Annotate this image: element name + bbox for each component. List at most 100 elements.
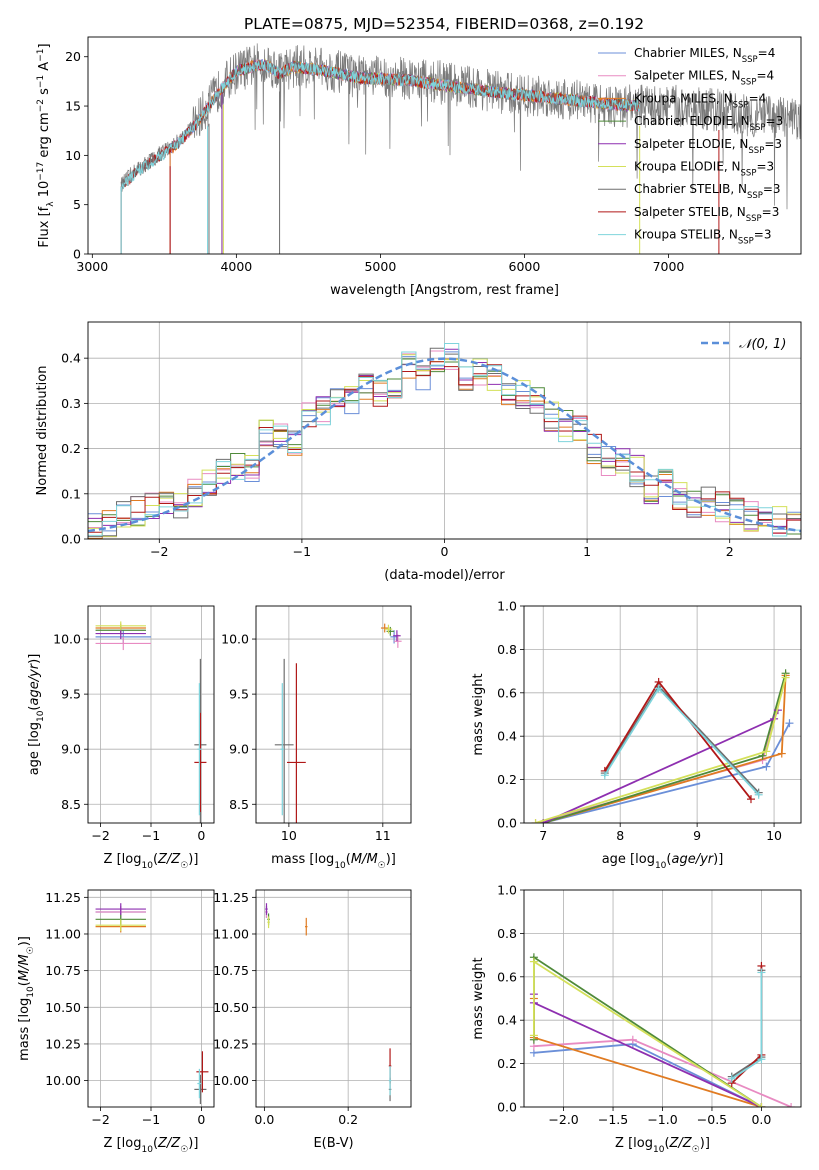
weight-line-chabrier-miles — [533, 1043, 762, 1107]
residual-histograms — [88, 343, 801, 539]
y-axis-label-part: s — [37, 88, 52, 99]
label-part: 10 — [334, 861, 346, 871]
y-axis-label-part: Flux [f — [37, 206, 52, 247]
y-tick-label: 0.0 — [61, 532, 81, 547]
x-tick-label: 7000 — [653, 259, 685, 274]
x-tick-label: 0.0 — [751, 1112, 771, 1127]
panel-spectrum: 3000 4000 5000 6000 7000 0 5 10 15 20 wavelength [… — [36, 36, 802, 298]
legend-nssp: =4 — [758, 46, 776, 60]
y-axis-label-part: 10 — [37, 181, 52, 202]
label-part: )] — [713, 852, 723, 867]
x-tick-label: −1.5 — [598, 1112, 628, 1127]
y-tick-label: 0.0 — [497, 816, 517, 831]
points-mass-vs-Z — [95, 903, 209, 1105]
legend-model-name: Chabrier STELIB, N — [634, 182, 747, 196]
y-tick-label: 10.50 — [213, 1000, 249, 1015]
legend-entry: Chabrier ELODIE, NSSP=3 — [634, 114, 783, 133]
label-part: )] — [700, 1136, 710, 1151]
x-axis-label: wavelength [Angstrom, rest frame] — [330, 283, 559, 298]
x-tick-label: 0 — [441, 544, 449, 559]
y-axis-label: mass [log10(M/M☉)] — [17, 936, 36, 1061]
gaussian-reference-curve — [88, 357, 801, 533]
legend-model-name: Kroupa MILES, N — [634, 91, 733, 105]
legend-subscript: SSP — [746, 214, 762, 224]
legend-nssp: =3 — [763, 182, 781, 196]
y-axis-label-part: −1 — [36, 49, 46, 62]
y-tick-label: 0.6 — [497, 969, 517, 984]
legend-subscript: SSP — [738, 237, 754, 247]
y-tick-label: 0.0 — [497, 1100, 517, 1115]
x-tick-label: 2 — [726, 544, 734, 559]
label-part: age [log — [602, 852, 655, 867]
weight-line-kroupa-miles — [542, 675, 787, 823]
legend-entry: Chabrier MILES, NSSP=4 — [634, 46, 775, 65]
legend-model-name: Salpeter ELODIE, N — [634, 137, 748, 151]
x-tick-label: 9 — [693, 828, 701, 843]
y-axis-label-part: erg cm — [37, 112, 52, 161]
weight-line-kroupa-stelib — [731, 972, 763, 1080]
y-tick-label: 0.2 — [61, 441, 81, 456]
x-axis-label: (data-model)/error — [384, 568, 505, 583]
weight-line-chabrier-stelib — [731, 970, 763, 1078]
legend-subscript: SSP — [742, 55, 758, 65]
label-part: Z [log — [104, 852, 142, 867]
panel-residuals: −2 −1 0 1 2 0.0 0.1 0.2 0.3 0.4 (data-model)/error… — [35, 321, 802, 583]
panel-mass-vs-Z: −2 −1 0 10.00 10.25 10.50 10.75 11.00 11.25 Z [lo… — [17, 889, 215, 1155]
y-tick-label: 11.00 — [213, 926, 249, 941]
legend-entry: Kroupa STELIB, NSSP=3 — [634, 228, 772, 247]
axes-frame — [87, 605, 215, 824]
label-part: )] — [386, 852, 396, 867]
y-tick-label: 0.2 — [497, 1056, 517, 1071]
label-part: ☉ — [692, 1145, 700, 1155]
y-tick-label: 0.6 — [497, 685, 517, 700]
weight-line-salpeter-stelib — [731, 966, 763, 1084]
label-part: Z/Z — [157, 1136, 181, 1151]
y-tick-label: 0.4 — [61, 351, 81, 366]
panel-weight-vs-age: 7 8 9 10 0.0 0.2 0.4 0.6 0.8 1.0 mass weight age [l… — [471, 599, 802, 871]
legend-nssp: =3 — [762, 205, 780, 219]
axes-frame — [523, 889, 802, 1108]
label-part: )] — [17, 936, 32, 946]
legend-subscript: SSP — [741, 169, 757, 179]
legend-nssp: =3 — [764, 137, 782, 151]
label-part: )] — [27, 654, 42, 664]
x-tick-label: 0.0 — [254, 1112, 274, 1127]
x-tick-label: 4000 — [220, 259, 252, 274]
label-part: ( — [153, 1136, 158, 1151]
label-part: 10 — [655, 861, 667, 871]
figure-title: PLATE=0875, MJD=52354, FIBERID=0368, z=0… — [244, 15, 644, 33]
x-tick-label: −2 — [91, 1112, 109, 1127]
y-tick-label: 11.00 — [45, 926, 81, 941]
y-tick-label: 0.1 — [61, 486, 81, 501]
y-axis-label-part: −17 — [36, 162, 46, 181]
x-tick-label: −1 — [293, 544, 311, 559]
legend-nssp: =4 — [756, 69, 774, 83]
legend-entry: Salpeter ELODIE, NSSP=3 — [634, 137, 782, 156]
weight-line-kroupa-elodie — [533, 959, 762, 1107]
label-part: Z/Z — [669, 1136, 693, 1151]
legend-nssp: =3 — [756, 160, 774, 174]
legend-entry: Kroupa ELODIE, NSSP=3 — [634, 160, 774, 179]
points-age-vs-mass — [274, 623, 402, 823]
y-tick-label: 10.25 — [213, 1036, 249, 1051]
label-part: ( — [666, 852, 671, 867]
axes-frame — [87, 889, 215, 1108]
y-tick-label: 8.5 — [61, 797, 81, 812]
y-axis-label-part: ] — [37, 43, 52, 48]
label-part: mass [log — [17, 998, 32, 1061]
axes-frame — [523, 605, 802, 824]
label-part: mass [log — [271, 852, 334, 867]
y-tick-label: 20 — [65, 49, 81, 64]
y-tick-label: 11.25 — [45, 890, 81, 905]
y-tick-label: 15 — [65, 99, 81, 114]
legend-subscript: SSP — [750, 123, 766, 133]
x-tick-label: −2 — [91, 828, 109, 843]
x-tick-label: 6000 — [509, 259, 541, 274]
x-tick-label: 3000 — [76, 259, 108, 274]
y-tick-label: 5 — [73, 197, 81, 212]
label-part: Z/Z — [157, 852, 181, 867]
weight-line-kroupa-elodie — [535, 677, 787, 823]
spectrum-lines — [120, 43, 801, 254]
label-part: ☉ — [26, 946, 36, 954]
